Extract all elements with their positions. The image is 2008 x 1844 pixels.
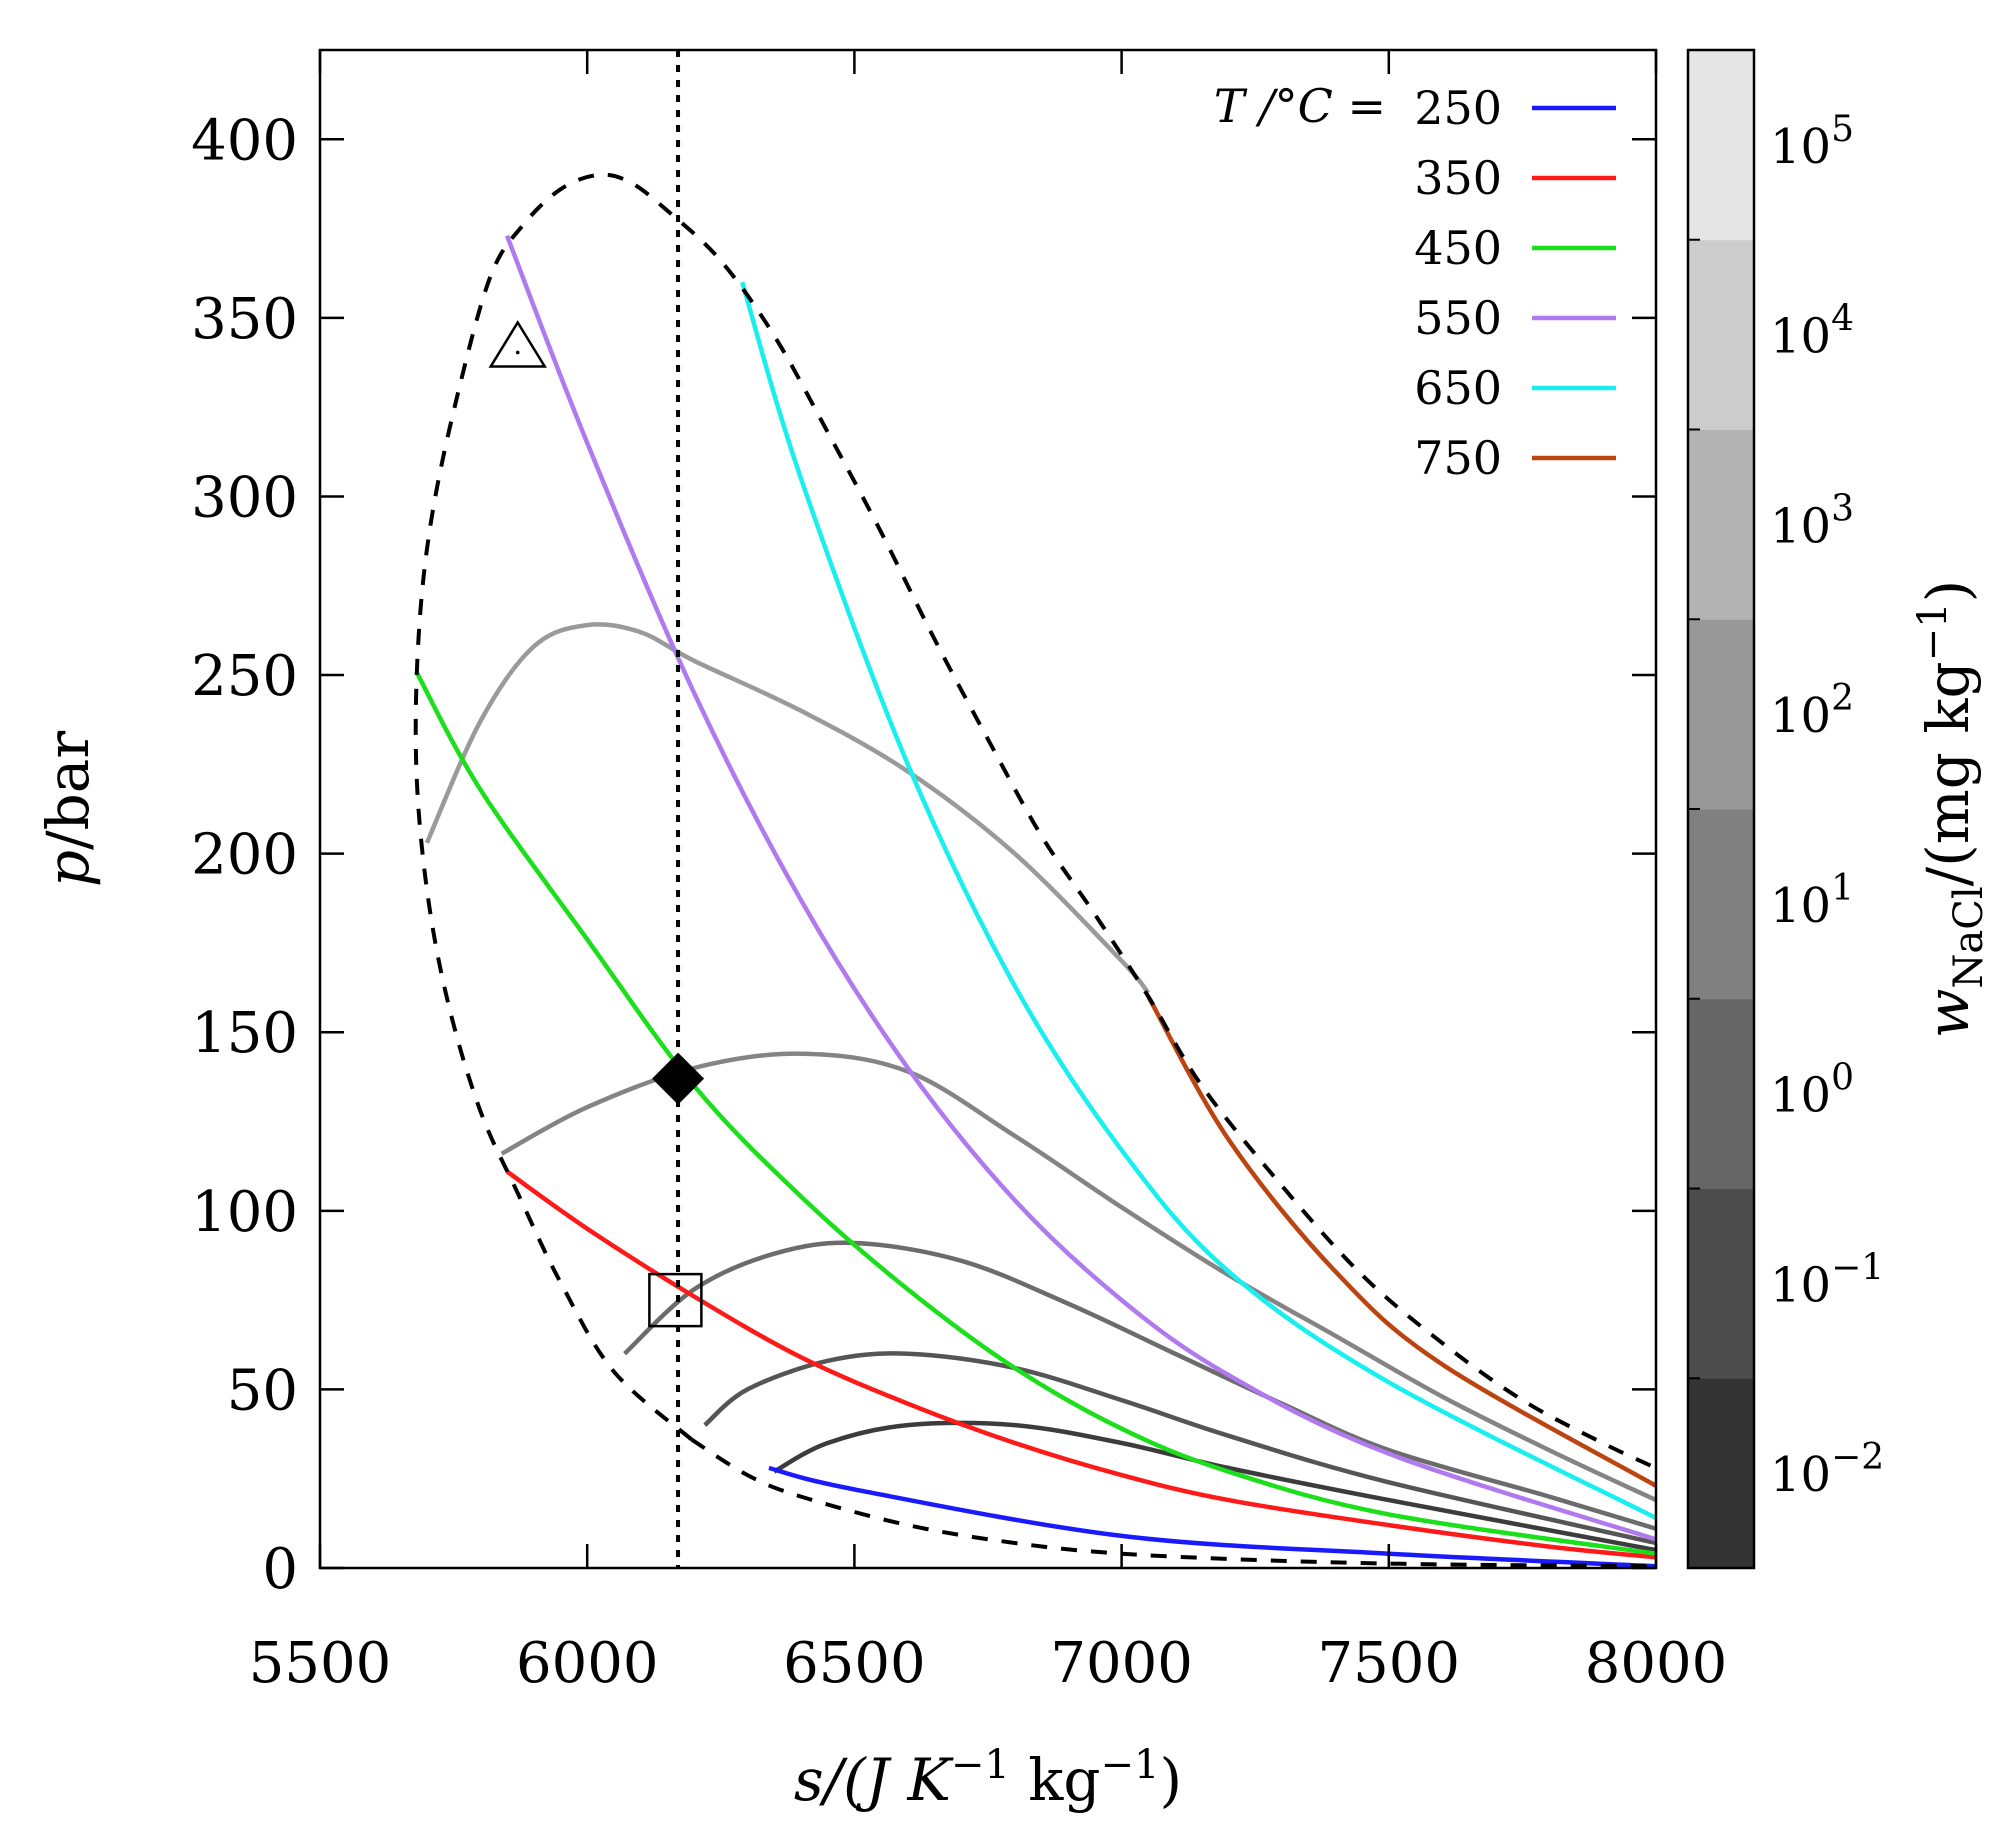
concentration-line-4 (773, 1420, 1656, 1553)
y-tick-label-300: 300 (191, 465, 298, 530)
isotherm-450 (414, 670, 1656, 1556)
markers (488, 320, 705, 1328)
legend-label-550: 550 (1414, 291, 1502, 345)
concentration-line-0 (424, 622, 1151, 995)
x-tick-label-5500: 5500 (249, 1631, 392, 1696)
colorbar-label-1: 10−1 (1770, 1247, 1884, 1313)
phase-boundary (413, 172, 1656, 1568)
isotherm-650 (740, 281, 1656, 1521)
concentration-lines (424, 622, 1656, 1553)
colorbar-band-1 (1688, 1188, 1754, 1379)
x-tick-label-6500: 6500 (783, 1631, 926, 1696)
colorbar-labels: 10−2 10−1 100 101 102 103 104 105 (1688, 109, 1884, 1569)
colorbar-label-4: 102 (1770, 678, 1854, 744)
isotherm-550 (504, 234, 1656, 1542)
colorbar-band-4 (1688, 619, 1754, 810)
colorbar-label-7: 105 (1770, 109, 1854, 175)
colorbar-band-6 (1688, 239, 1754, 430)
colorbar-label-5: 103 (1770, 488, 1854, 554)
y-tick-label-350: 350 (191, 287, 298, 352)
colorbar-label-0: 10−2 (1770, 1437, 1884, 1503)
legend-label-450: 450 (1414, 221, 1502, 275)
isotherm-750 (1146, 995, 1656, 1488)
colorbar-label-3: 101 (1770, 868, 1854, 934)
colorbar-band-2 (1688, 998, 1754, 1189)
legend-label-250: 250 (1414, 81, 1502, 135)
diamond-marker (652, 1052, 705, 1105)
legend: T /°C = 250 350 450 550 650 750 (1214, 79, 1616, 485)
colorbar-label-6: 104 (1770, 299, 1854, 365)
boundary-lower (690, 1437, 1656, 1568)
axis-ticks: 5500 6000 6500 7000 7500 8000 0 50 100 150 200 250 3… (191, 50, 1727, 1696)
y-tick-label-50: 50 (227, 1358, 298, 1423)
legend-title: T /°C = (1214, 79, 1386, 133)
y-tick-label-200: 200 (191, 823, 298, 888)
y-tick-label-250: 250 (191, 644, 298, 709)
y-tick-label-100: 100 (191, 1180, 298, 1245)
x-tick-label-7500: 7500 (1318, 1631, 1461, 1696)
legend-label-750: 750 (1414, 431, 1502, 485)
colorbar-band-7 (1688, 50, 1754, 241)
x-tick-label-7000: 7000 (1050, 1631, 1193, 1696)
colorbar-bands (1688, 50, 1754, 1569)
x-tick-label-8000: 8000 (1585, 1631, 1728, 1696)
isotherm-350 (505, 1169, 1656, 1560)
square-marker (648, 1272, 703, 1328)
colorbar-title: wNaCl/(mg kg−1) (1910, 580, 1992, 1039)
x-tick-label-6000: 6000 (516, 1631, 659, 1696)
concentration-line-2 (623, 1240, 1656, 1531)
isotherm-lines (414, 234, 1656, 1568)
colorbar: 10−2 10−1 100 101 102 103 104 105 wNaCl/(mg kg−… (1686, 48, 1992, 1570)
colorbar-band-0 (1688, 1378, 1754, 1569)
triangle-marker (488, 320, 547, 368)
y-tick-label-0: 0 (262, 1537, 298, 1602)
legend-label-650: 650 (1414, 361, 1502, 415)
colorbar-band-3 (1688, 809, 1754, 1000)
colorbar-band-5 (1688, 429, 1754, 620)
colorbar-label-2: 100 (1770, 1058, 1854, 1124)
y-tick-label-400: 400 (191, 108, 298, 173)
isotherm-250 (768, 1465, 1656, 1568)
x-axis-title: s/(J K−1 kg−1) (794, 1742, 1182, 1814)
boundary-upper (413, 172, 1656, 1470)
triangle-marker-dot (515, 350, 520, 355)
y-tick-label-150: 150 (191, 1001, 298, 1066)
concentration-line-1 (500, 1051, 1656, 1503)
concentration-line-3 (703, 1351, 1656, 1546)
plot-frame (318, 48, 1658, 1570)
y-axis-title: p/bar (34, 731, 102, 887)
legend-label-350: 350 (1414, 151, 1502, 205)
